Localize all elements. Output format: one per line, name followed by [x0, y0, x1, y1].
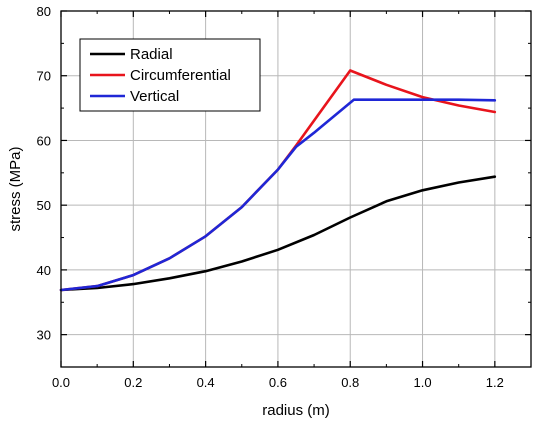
y-tick-label: 80 — [37, 4, 51, 19]
series-line-vertical — [59, 98, 497, 292]
legend: Radial Circumferential Vertical — [79, 38, 261, 112]
x-axis-title: radius (m) — [262, 402, 330, 419]
y-tick-label: 30 — [37, 328, 51, 343]
series-line-radial — [59, 175, 497, 292]
legend-label-radial: Radial — [130, 46, 173, 63]
x-tick-label: 0.8 — [341, 375, 359, 390]
axis-ticks — [60, 10, 531, 368]
x-tick-label: 0.6 — [269, 375, 287, 390]
x-tick-label: 0.0 — [52, 375, 70, 390]
series-lines — [59, 69, 497, 292]
plot-frame — [60, 10, 532, 368]
y-tick-label: 60 — [37, 133, 51, 148]
y-tick-label: 40 — [37, 263, 51, 278]
legend-label-vertical: Vertical — [130, 88, 179, 105]
x-tick-label: 1.2 — [486, 375, 504, 390]
legend-label-circumferential: Circumferential — [130, 67, 231, 84]
x-tick-label: 0.4 — [197, 375, 215, 390]
y-tick-labels: 30 40 50 60 70 80 — [37, 4, 51, 343]
x-tick-label: 0.2 — [124, 375, 142, 390]
y-axis-title: stress (MPa) — [7, 146, 24, 231]
x-tick-label: 1.0 — [413, 375, 431, 390]
x-tick-labels: 0.0 0.2 0.4 0.6 0.8 1.0 1.2 — [52, 375, 504, 390]
y-tick-label: 70 — [37, 69, 51, 84]
y-tick-label: 50 — [37, 198, 51, 213]
